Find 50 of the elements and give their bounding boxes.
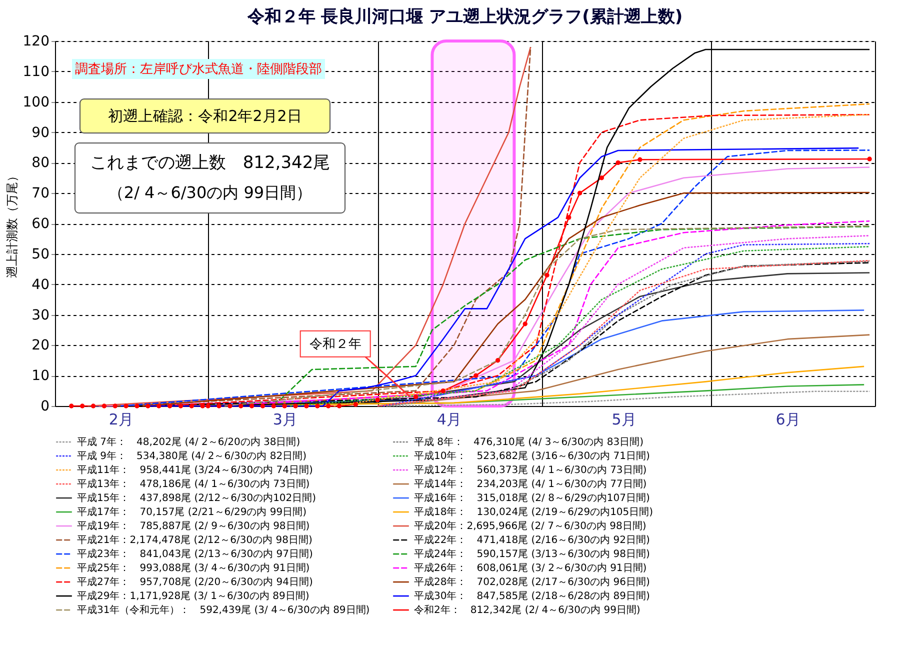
legend-label: 平成14年： 234,203尾 (4/ 1～6/30の内 77日間) — [414, 478, 647, 490]
annotation: これまでの遡上数 812,342尾 — [90, 153, 330, 173]
legend-label: 平成24年： 590,157尾 (3/13～6/30の内 98日間) — [414, 548, 650, 560]
legend-label: 平成13年： 478,186尾 (4/ 1～6/30の内 73日間) — [77, 478, 310, 490]
x-tick-label: 5月 — [612, 410, 636, 428]
legend-label: 平成 7年： 48,202尾 (4/ 2～6/20の内 38日間) — [77, 436, 300, 448]
legend-label: 平成30年： 847,585尾 (2/18～6/28の内 89日間) — [414, 590, 650, 602]
x-tick-label: 4月 — [436, 410, 462, 428]
annotation: 初遡上確認：令和2年2月2日 — [108, 107, 302, 125]
legend-label: 平成27年： 957,708尾 (2/20～6/30の内 94日間) — [77, 576, 313, 588]
legend-label: 平成20年：2,695,966尾 (2/ 7～6/30の内 98日間) — [414, 520, 646, 532]
legend-label: 平成18年： 130,024尾 (2/19～6/29の内105日間) — [414, 506, 654, 518]
y-tick-label: 10 — [32, 368, 50, 384]
legend-label: 平成 9年： 534,380尾 (4/ 2～6/30の内 82日間) — [77, 450, 307, 462]
y-tick-label: 70 — [32, 186, 50, 202]
legend-label: 平成21年：2,174,478尾 (2/12～6/30の内 98日間) — [77, 534, 313, 546]
y-tick-label: 60 — [32, 216, 50, 232]
y-tick-label: 90 — [32, 124, 50, 141]
y-tick-label: 30 — [32, 307, 50, 324]
y-tick-label: 100 — [22, 94, 50, 110]
y-tick-label: 20 — [32, 338, 50, 354]
legend-label: 平成11年： 958,441尾 (3/24～6/30の内 74日間) — [77, 464, 313, 476]
legend-label: 平成15年： 437,898尾 (2/12～6/30の内102日間) — [77, 492, 316, 504]
legend-label: 平成22年： 471,418尾 (2/16～6/30の内 92日間) — [414, 534, 650, 546]
x-tick-label: 2月 — [108, 410, 134, 428]
legend-label: 平成26年： 608,061尾 (3/ 2～6/30の内 91日間) — [414, 562, 647, 574]
x-tick-label: 6月 — [776, 410, 800, 428]
legend-label: 令和2年： 812,342尾 (2/ 4～6/30の内 99日間) — [414, 604, 640, 616]
chart-title: 令和２年 長良川河口堰 アユ遡上状況グラフ(累計遡上数) — [246, 7, 683, 27]
annotation: 令和２年 — [309, 336, 362, 352]
y-tick-label: 80 — [32, 155, 50, 172]
legend-label: 平成12年： 560,373尾 (4/ 1～6/30の内 73日間) — [414, 464, 647, 476]
y-tick-label: 120 — [22, 34, 50, 50]
annotation: （2/ 4～6/30の内 99日間） — [108, 183, 312, 202]
y-tick-label: 50 — [32, 246, 50, 262]
y-tick-label: 0 — [40, 398, 50, 414]
legend-label: 平成16年： 315,018尾 (2/ 8～6/29の内107日間) — [414, 492, 650, 504]
y-tick-label: 110 — [22, 64, 50, 80]
y-tick-label: 40 — [32, 276, 50, 293]
legend-label: 平成25年： 993,088尾 (3/ 4～6/30の内 91日間) — [77, 562, 310, 574]
legend-label: 平成17年： 70,157尾 (2/21～6/29の内 99日間) — [77, 506, 307, 518]
legend-label: 平成28年： 702,028尾 (2/17～6/30の内 96日間) — [414, 576, 650, 588]
legend-label: 平成19年： 785,887尾 (2/ 9～6/30の内 98日間) — [77, 520, 310, 532]
legend-label: 平成10年： 523,682尾 (3/16～6/30の内 71日間) — [414, 450, 650, 462]
y-axis-title: 遡上計測数（万尾） — [4, 170, 19, 278]
legend-label: 平成23年： 841,043尾 (2/13～6/30の内 97日間) — [77, 548, 313, 560]
legend-label: 平成 8年： 476,310尾 (4/ 3～6/30の内 83日間) — [414, 436, 644, 448]
x-tick-label: 3月 — [272, 410, 298, 428]
legend-label: 平成29年：1,171,928尾 (3/ 1～6/30の内 89日間) — [77, 590, 310, 602]
legend-label: 平成31年（令和元年）： 592,439尾 (3/ 4～6/30の内 89日間) — [77, 604, 370, 616]
